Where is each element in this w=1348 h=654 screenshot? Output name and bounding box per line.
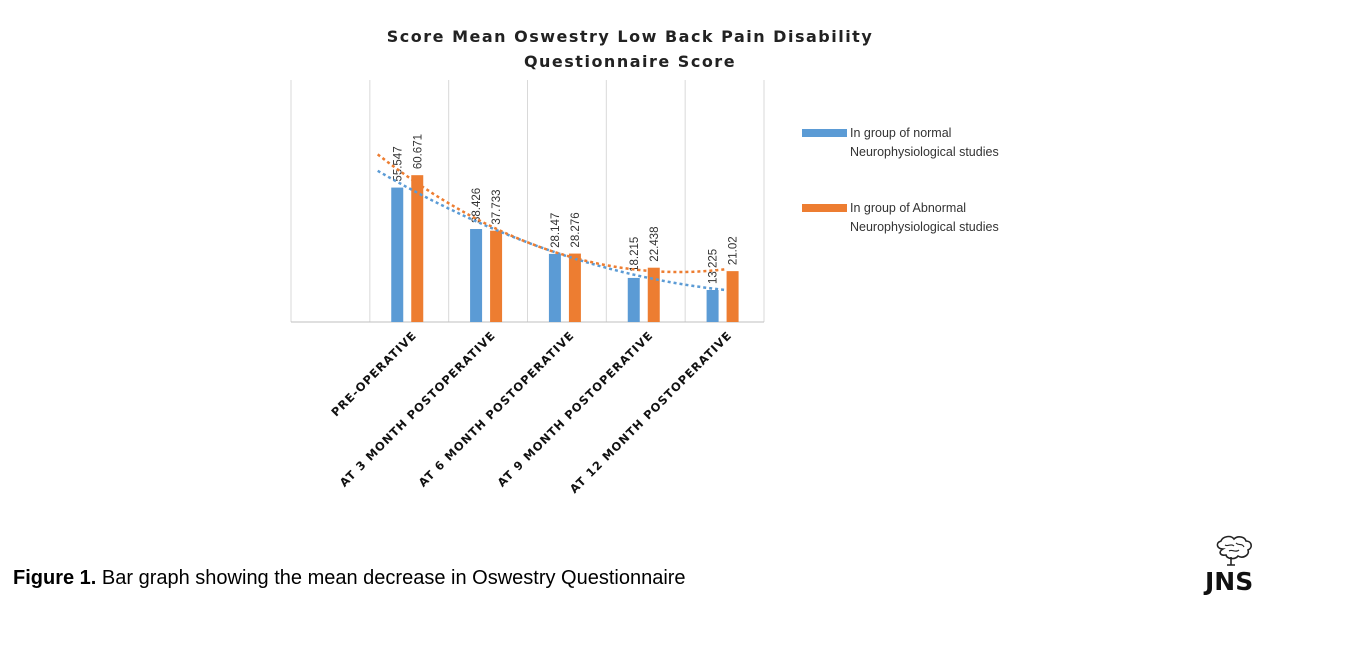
legend-item-abnormal: In group of Abnormal Neurophysiological … — [802, 199, 1070, 237]
bar-abnormal-2 — [568, 253, 581, 322]
bar-normal-2 — [548, 253, 561, 322]
legend-label-normal-line-2: Neurophysiological studies — [850, 145, 999, 159]
chart-title: Score Mean Oswestry Low Back Pain Disabi… — [330, 24, 930, 74]
x-tick-label-2: AT 6 MONTH POSTOPERATIVE — [416, 328, 577, 489]
bar-normal-3 — [627, 277, 640, 322]
data-label-abnormal-4: 21.02 — [728, 236, 740, 265]
figure-caption-text: Bar graph showing the mean decrease in O… — [96, 567, 686, 589]
data-label-abnormal-1: 37.733 — [491, 189, 503, 224]
x-tick-label-1: AT 3 MONTH POSTOPERATIVE — [337, 328, 498, 489]
trendline-abnormal — [376, 153, 725, 274]
chart-title-line-2: Questionnaire Score — [523, 52, 737, 71]
brain-logo-icon: JNS — [1203, 535, 1253, 595]
legend-swatch-abnormal — [802, 204, 847, 212]
data-label-abnormal-2: 28.276 — [570, 212, 582, 247]
legend-label-abnormal-line-1: In group of Abnormal — [850, 201, 967, 215]
bar-normal-0 — [391, 187, 404, 322]
x-tick-label-0: PRE-OPERATIVE — [328, 328, 419, 419]
chart-title-line-1: Score Mean Oswestry Low Back Pain Disabi… — [386, 27, 874, 46]
x-tick-label-3: AT 9 MONTH POSTOPERATIVE — [494, 328, 655, 489]
bar-abnormal-0 — [411, 175, 424, 322]
data-label-abnormal-0: 60.671 — [412, 134, 424, 169]
data-label-normal-3: 18.215 — [629, 237, 641, 272]
bar-abnormal-3 — [647, 267, 660, 322]
data-label-normal-1: 38.426 — [471, 188, 483, 223]
data-label-normal-4: 13.225 — [708, 249, 720, 284]
legend-item-normal: In group of normal Neurophysiological st… — [802, 124, 1070, 162]
figure-caption: Figure 1. Bar graph showing the mean dec… — [13, 567, 686, 590]
data-label-normal-2: 28.147 — [550, 213, 562, 248]
bar-abnormal-1 — [490, 230, 503, 322]
legend-swatch-normal — [802, 129, 847, 137]
figure-caption-label: Figure 1. — [13, 567, 97, 589]
x-tick-label-4: AT 12 MONTH POSTOPERATIVE — [567, 328, 735, 496]
bar-normal-1 — [470, 229, 483, 322]
bar-abnormal-4 — [726, 271, 739, 322]
data-label-normal-0: 55.547 — [392, 146, 404, 181]
legend-label-normal-line-1: In group of normal — [850, 126, 952, 140]
logo-text: JNS — [1203, 567, 1253, 595]
bar-normal-4 — [706, 289, 719, 322]
data-label-abnormal-3: 22.438 — [649, 227, 661, 262]
legend-label-abnormal-line-2: Neurophysiological studies — [850, 220, 999, 234]
